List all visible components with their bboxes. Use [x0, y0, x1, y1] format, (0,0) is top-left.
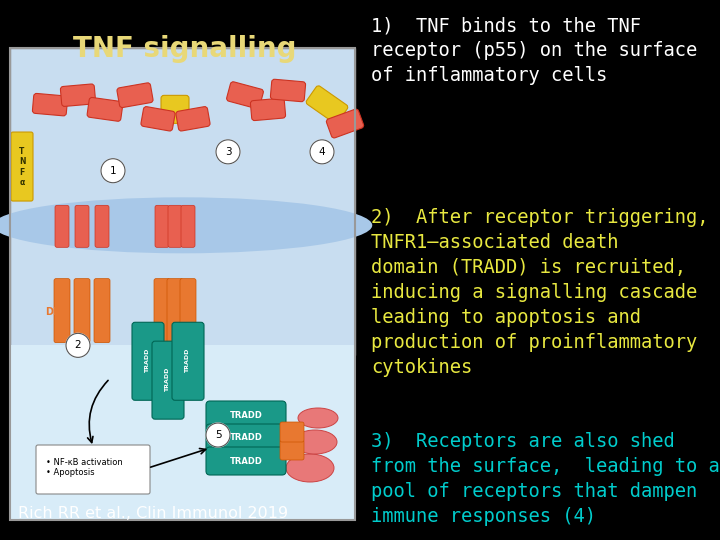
FancyBboxPatch shape: [11, 132, 33, 201]
FancyBboxPatch shape: [280, 422, 304, 442]
Text: TRADD: TRADD: [230, 434, 262, 442]
Text: T
N
F
α: T N F α: [19, 147, 25, 187]
FancyBboxPatch shape: [74, 279, 90, 343]
FancyBboxPatch shape: [176, 106, 210, 131]
FancyBboxPatch shape: [54, 279, 70, 343]
FancyBboxPatch shape: [10, 345, 355, 520]
FancyBboxPatch shape: [181, 205, 195, 247]
FancyBboxPatch shape: [280, 440, 304, 460]
FancyBboxPatch shape: [227, 82, 264, 109]
Text: TRADD: TRADD: [230, 410, 262, 420]
FancyBboxPatch shape: [154, 279, 170, 343]
FancyBboxPatch shape: [251, 98, 286, 120]
Text: DD: DD: [45, 307, 61, 318]
Text: 3)  Receptors are also shed
from the surface,  leading to a
pool of receptors th: 3) Receptors are also shed from the surf…: [371, 432, 719, 526]
FancyBboxPatch shape: [180, 279, 196, 343]
FancyBboxPatch shape: [206, 401, 286, 429]
Text: 1: 1: [109, 166, 117, 176]
FancyBboxPatch shape: [206, 447, 286, 475]
Circle shape: [101, 159, 125, 183]
Text: TRADD: TRADD: [230, 456, 262, 465]
Ellipse shape: [0, 197, 372, 253]
Text: 2: 2: [75, 340, 81, 350]
FancyBboxPatch shape: [32, 93, 68, 116]
Text: TRADD: TRADD: [166, 368, 171, 393]
Circle shape: [206, 423, 230, 447]
Text: TRADD: TRADD: [145, 349, 150, 374]
FancyBboxPatch shape: [167, 279, 183, 343]
FancyBboxPatch shape: [141, 106, 175, 131]
FancyBboxPatch shape: [60, 84, 96, 106]
FancyBboxPatch shape: [94, 279, 110, 343]
Text: • NF-κB activation
• Apoptosis: • NF-κB activation • Apoptosis: [46, 458, 122, 477]
Text: 1)  TNF binds to the TNF
receptor (p55) on the surface
of inflammatory cells: 1) TNF binds to the TNF receptor (p55) o…: [371, 16, 697, 85]
Circle shape: [216, 140, 240, 164]
FancyBboxPatch shape: [75, 205, 89, 247]
FancyBboxPatch shape: [326, 109, 364, 138]
Text: TNF signalling: TNF signalling: [73, 35, 297, 63]
Circle shape: [66, 333, 90, 357]
Text: 4: 4: [319, 147, 325, 157]
Text: 2)  After receptor triggering,
TNFR1–associated death
domain (TRADD) is recruite: 2) After receptor triggering, TNFR1–asso…: [371, 208, 708, 377]
FancyBboxPatch shape: [168, 205, 182, 247]
FancyBboxPatch shape: [271, 79, 305, 102]
FancyBboxPatch shape: [95, 205, 109, 247]
Circle shape: [310, 140, 334, 164]
Ellipse shape: [298, 408, 338, 428]
FancyBboxPatch shape: [161, 96, 189, 123]
Text: Rich RR et al., Clin Immunol 2019: Rich RR et al., Clin Immunol 2019: [18, 506, 288, 521]
FancyBboxPatch shape: [152, 341, 184, 419]
FancyBboxPatch shape: [10, 48, 355, 355]
FancyBboxPatch shape: [36, 445, 150, 494]
FancyBboxPatch shape: [206, 424, 286, 452]
Text: 5: 5: [215, 430, 221, 440]
Text: TRADD: TRADD: [186, 349, 191, 374]
FancyBboxPatch shape: [306, 86, 348, 124]
FancyBboxPatch shape: [87, 97, 123, 122]
FancyBboxPatch shape: [132, 322, 164, 400]
Ellipse shape: [293, 430, 337, 454]
FancyBboxPatch shape: [117, 83, 153, 107]
FancyBboxPatch shape: [172, 322, 204, 400]
FancyBboxPatch shape: [55, 205, 69, 247]
Text: 3: 3: [225, 147, 231, 157]
Ellipse shape: [286, 454, 334, 482]
FancyBboxPatch shape: [155, 205, 169, 247]
